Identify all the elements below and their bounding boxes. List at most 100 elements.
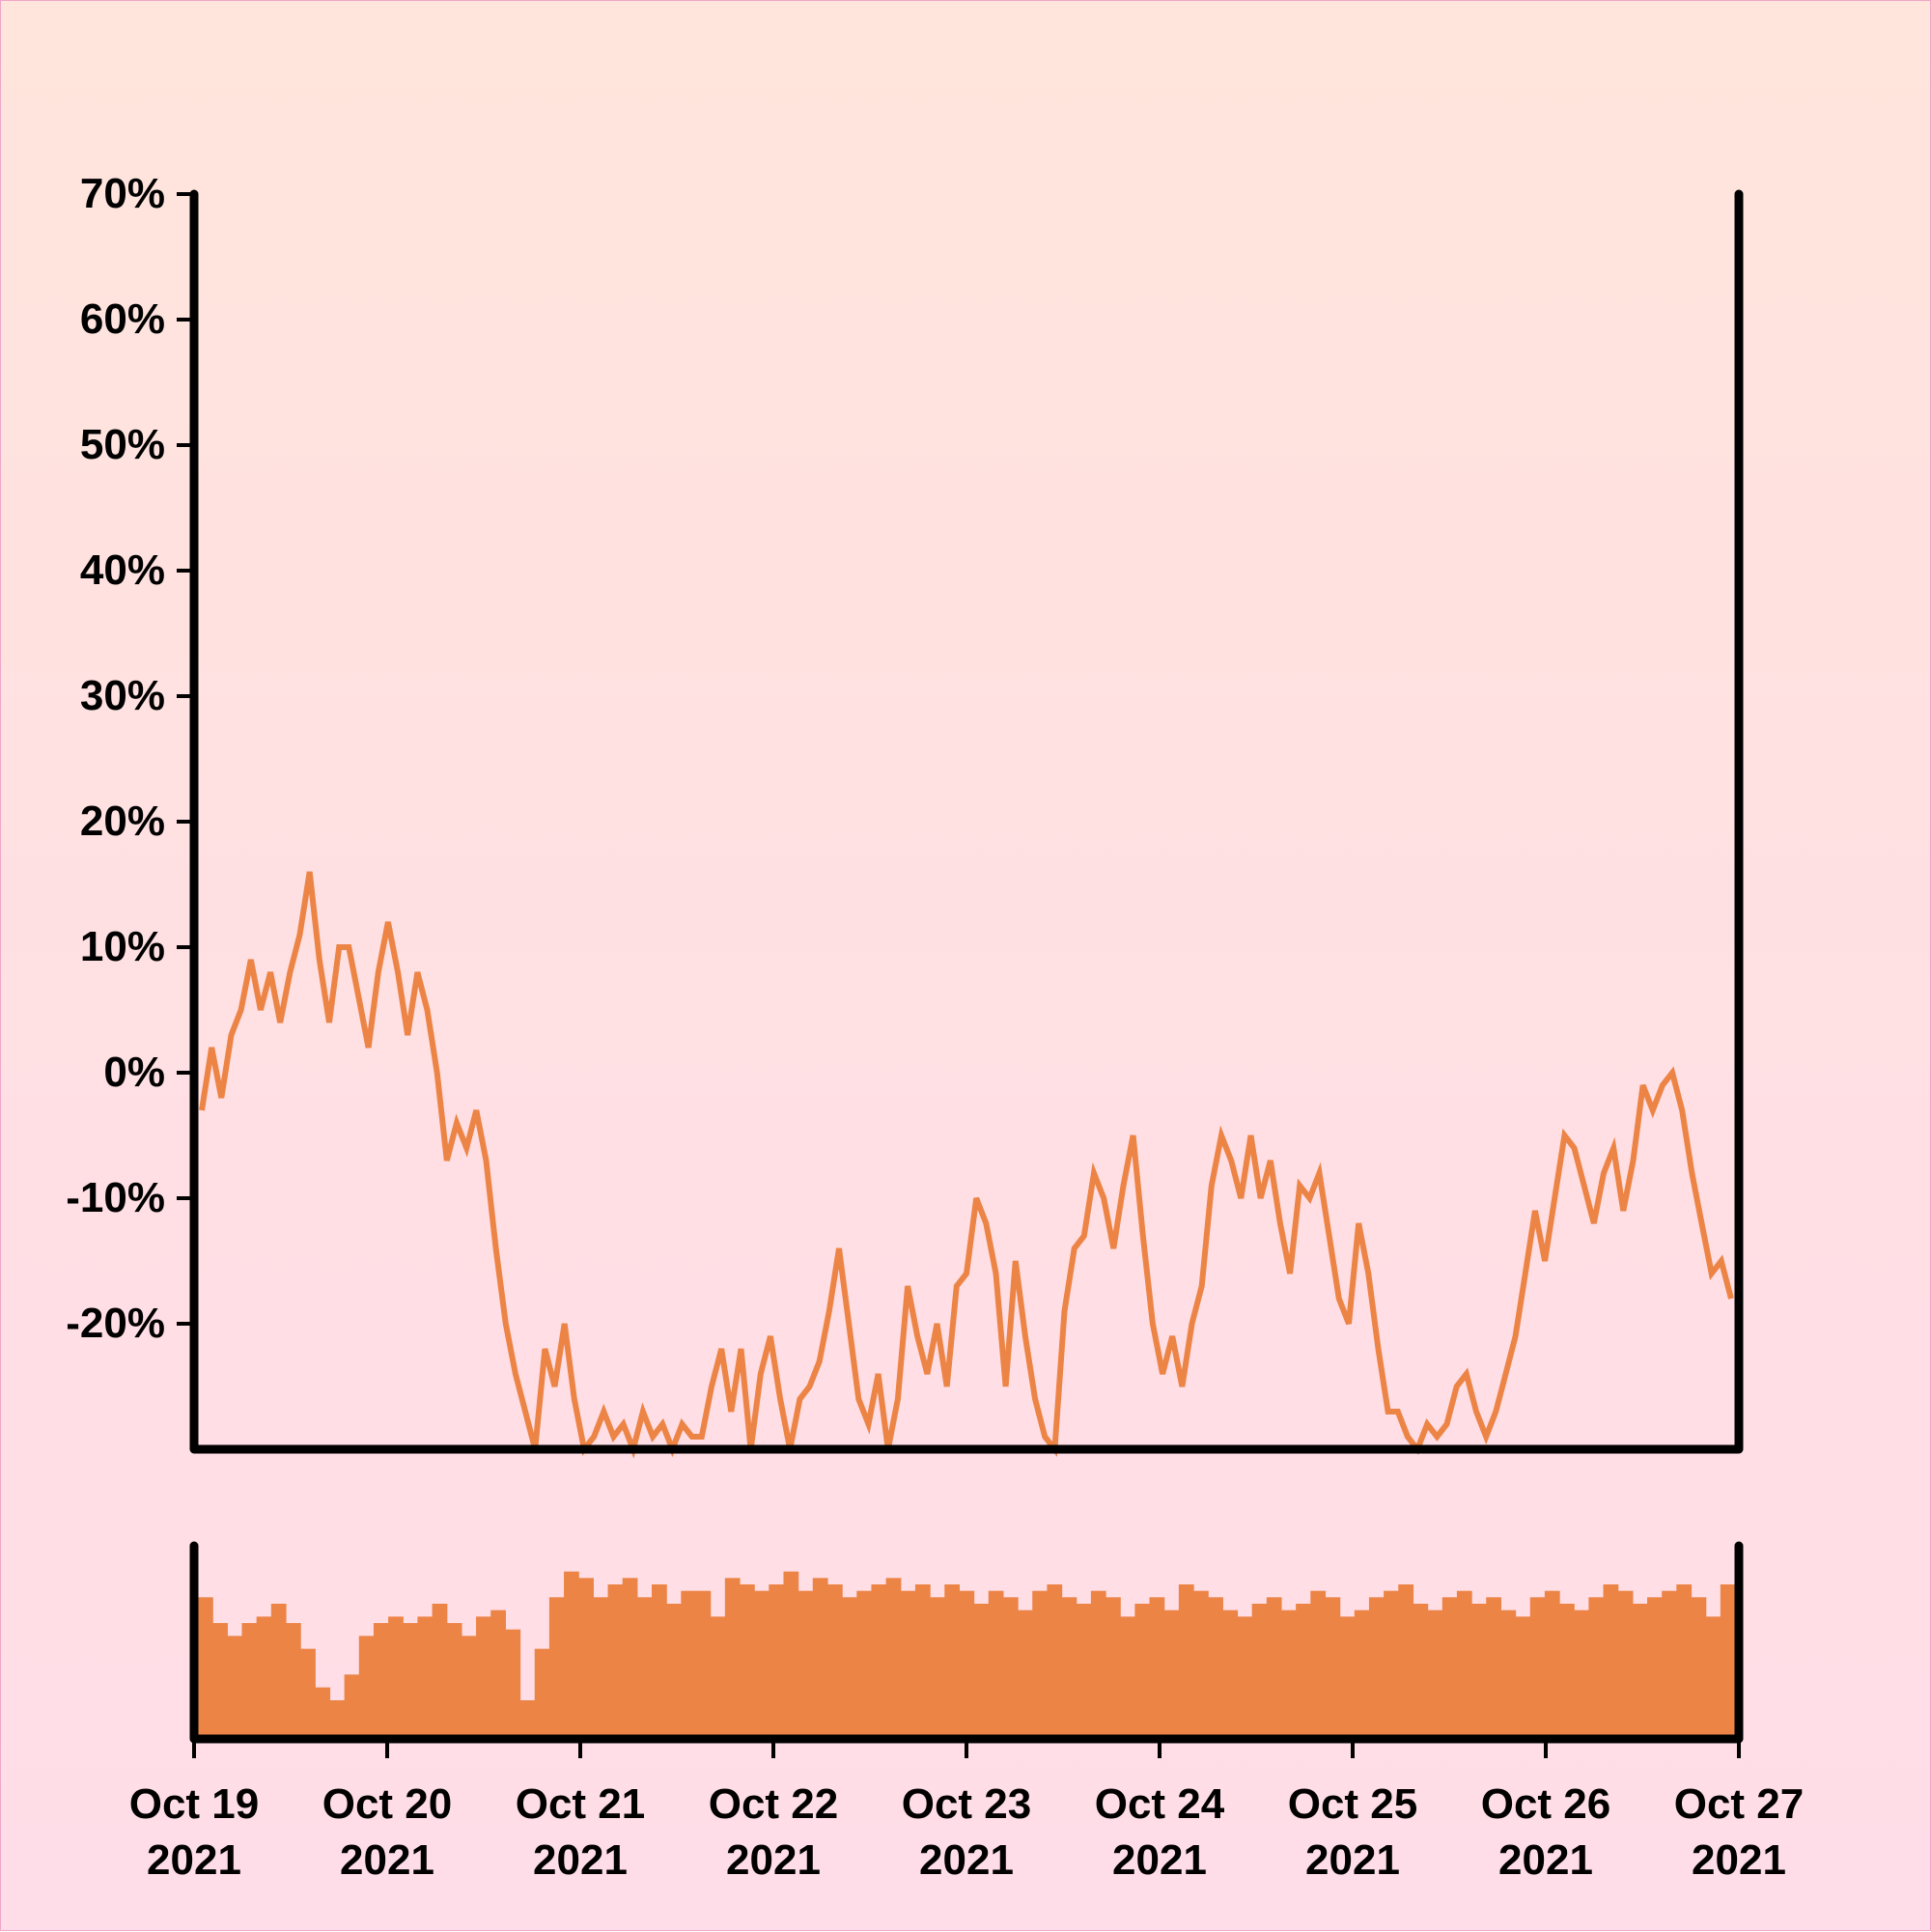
volume-bar-32: [666, 1604, 682, 1739]
series-line: [199, 871, 1734, 1459]
volume-bar-96: [1603, 1584, 1619, 1739]
volume-bar-94: [1574, 1610, 1589, 1739]
volume-bar-60: [1076, 1604, 1092, 1739]
volume-bar-63: [1120, 1616, 1135, 1739]
volume-bar-1: [212, 1623, 228, 1739]
x-tick-labels: Oct 19 2021 Oct 20 2021 Oct 21 2021 Oct 22 2021…: [129, 1780, 1805, 1884]
volume-bar-90: [1515, 1616, 1531, 1739]
volume-bar-36: [724, 1578, 741, 1739]
volume-bar-88: [1486, 1597, 1502, 1739]
volume-bar-35: [710, 1616, 726, 1739]
x-tick-label-0: Oct 19 2021: [129, 1780, 260, 1884]
volume-bar-54: [988, 1590, 1004, 1739]
volume-bar-64: [1134, 1604, 1151, 1739]
volume-bar-40: [783, 1571, 799, 1739]
volume-bar-101: [1676, 1584, 1693, 1739]
volume-bar-80: [1368, 1597, 1385, 1739]
x-tick-label-8: Oct 27 2021: [1674, 1780, 1805, 1884]
main-axes-frame: [189, 189, 1744, 1454]
volume-bar-8: [315, 1687, 331, 1739]
volume-bar-33: [681, 1590, 697, 1739]
volume-bar-7: [300, 1648, 316, 1739]
volume-bar-46: [871, 1584, 887, 1739]
volume-bar-79: [1354, 1610, 1370, 1739]
volume-bar-37: [739, 1584, 755, 1739]
y-tick-label-3: 40%: [80, 546, 165, 594]
volume-bar-92: [1544, 1590, 1560, 1739]
volume-bar-95: [1588, 1597, 1605, 1739]
volume-bar-75: [1296, 1604, 1311, 1739]
volume-bar-55: [1002, 1597, 1019, 1739]
volume-bar-14: [403, 1623, 419, 1739]
volume-bar-76: [1310, 1590, 1327, 1739]
volume-bar-3: [241, 1623, 258, 1739]
volume-bar-97: [1617, 1590, 1634, 1739]
volume-bar-87: [1471, 1604, 1487, 1739]
y-tick-label-0: 70%: [80, 170, 165, 217]
volume-bar-34: [695, 1590, 712, 1739]
volume-bar-24: [548, 1597, 565, 1739]
volume-bar-17: [446, 1623, 462, 1739]
volume-bar-2: [227, 1636, 243, 1739]
volume-bar-42: [812, 1578, 828, 1739]
volume-bar-27: [593, 1597, 609, 1739]
volume-bar-71: [1237, 1616, 1253, 1739]
volume-bar-74: [1280, 1610, 1297, 1739]
y-tick-label-9: -20%: [66, 1300, 165, 1347]
volume-bar-5: [270, 1604, 287, 1739]
volume-bar-39: [769, 1584, 785, 1739]
volume-bar-62: [1105, 1597, 1121, 1739]
volume-bar-98: [1632, 1604, 1648, 1739]
y-tick-label-6: 10%: [80, 923, 165, 970]
volume-bar-25: [564, 1571, 579, 1739]
volume-bar-58: [1047, 1584, 1063, 1739]
volume-bar-78: [1339, 1616, 1356, 1739]
volume-bar-52: [959, 1590, 975, 1739]
volume-bar-102: [1691, 1597, 1707, 1739]
volume-bar-59: [1061, 1597, 1077, 1739]
volume-bar-67: [1178, 1584, 1194, 1739]
volume-bar-48: [900, 1590, 916, 1739]
y-tick-label-2: 50%: [80, 421, 165, 468]
volume-bar-20: [490, 1610, 506, 1739]
volume-bar-22: [519, 1700, 536, 1739]
volume-bar-81: [1384, 1590, 1399, 1739]
volume-bar-28: [607, 1584, 624, 1739]
volume-bar-89: [1500, 1610, 1517, 1739]
volume-bar-47: [885, 1578, 902, 1739]
volume-bar-93: [1559, 1604, 1575, 1739]
volume-bar-23: [534, 1648, 550, 1739]
volume-bar-82: [1398, 1584, 1414, 1739]
volume-bar-99: [1647, 1597, 1663, 1739]
volume-bar-83: [1413, 1604, 1429, 1739]
volume-bar-6: [285, 1623, 301, 1739]
volume-bar-19: [476, 1616, 491, 1739]
volume-bar-53: [973, 1604, 990, 1739]
volume-axes-frame: [189, 1541, 1744, 1744]
x-tick-label-3: Oct 22 2021: [709, 1780, 839, 1884]
volume-bar-38: [754, 1590, 770, 1739]
x-tick-label-5: Oct 24 2021: [1095, 1780, 1225, 1884]
volume-bar-30: [636, 1597, 653, 1739]
volume-bar-72: [1251, 1604, 1268, 1739]
volume-bar-26: [578, 1578, 594, 1739]
volume-bar-50: [930, 1597, 945, 1739]
axes: [189, 189, 1744, 1744]
volume-bar-18: [461, 1636, 477, 1739]
y-tick-label-5: 20%: [80, 798, 165, 845]
volume-bar-85: [1441, 1597, 1458, 1739]
volume-bar-70: [1222, 1610, 1239, 1739]
volume-bar-29: [622, 1578, 638, 1739]
volume-bar-31: [652, 1584, 667, 1739]
y-tick-labels: 70% 60% 50% 40% 30% 20% 10% 0% -10% -20%: [66, 170, 165, 1347]
x-tick-label-2: Oct 21 2021: [516, 1780, 646, 1884]
x-tick-label-6: Oct 25 2021: [1288, 1780, 1418, 1884]
volume-bar-77: [1325, 1597, 1341, 1739]
volume-bar-9: [329, 1700, 346, 1739]
y-tick-label-7: 0%: [103, 1049, 165, 1096]
volume-bar-69: [1208, 1597, 1223, 1739]
volume-bar-66: [1163, 1610, 1180, 1739]
volume-bar-49: [914, 1584, 931, 1739]
y-tick-label-1: 60%: [80, 295, 165, 343]
volume-bar-4: [256, 1616, 272, 1739]
